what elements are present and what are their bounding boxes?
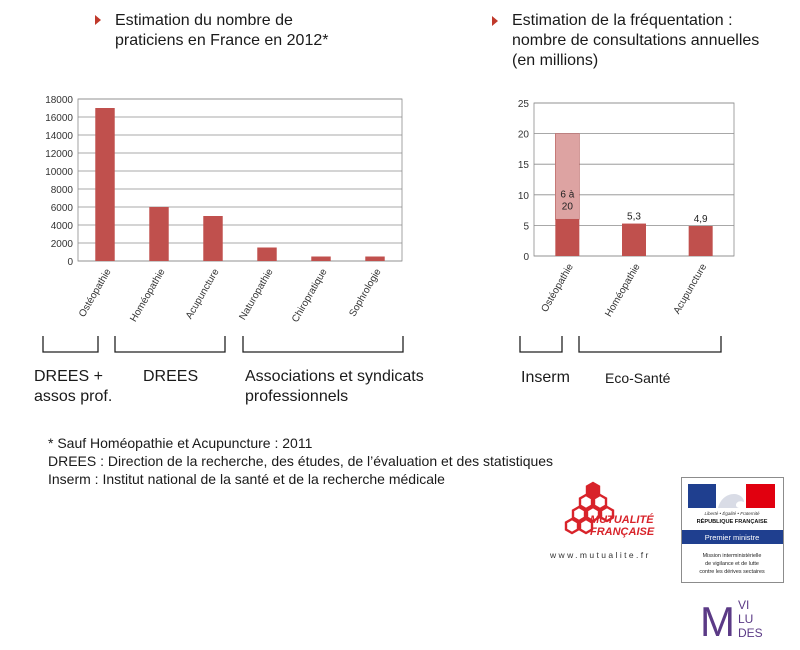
bar-acupuncture [688, 226, 713, 256]
footnote-line2: DREES : Direction de la recherche, des é… [48, 453, 554, 469]
hexagon-cluster-icon [564, 481, 615, 535]
mutualite-url: www.mutualite.fr [549, 550, 651, 560]
plot-frame [77, 98, 403, 262]
data-label: 6 à [560, 190, 574, 201]
pm-mission-line3: contre les dérives sectaires [699, 569, 765, 575]
bracket-ecosante [578, 336, 722, 353]
source-ecosante: Eco-Santé [605, 370, 671, 386]
y-tick-label: 20 [518, 130, 530, 141]
bracket-drees [114, 336, 226, 353]
practitioners-bar-chart: 0 2000 4000 6000 8000 10000 12000 14000 16000 180… [45, 95, 403, 325]
y-tick-label: 10 [518, 191, 530, 202]
y-tick-label: 8000 [51, 185, 74, 196]
bar-osteopathie [95, 108, 115, 261]
source-drees-asso-line2: assos prof. [34, 388, 113, 405]
flag-red [746, 484, 775, 508]
x-tick-label: Sophrologie [347, 267, 383, 319]
miviludes-lu: LU [738, 612, 753, 626]
bar-homeopathie [622, 223, 646, 256]
x-tick-label: Ostéopathie [77, 267, 114, 320]
miviludes-m: M [700, 598, 733, 642]
bar-chiropratique [311, 256, 331, 261]
mutualite-francaise-logo: MUTUALITÉ FRANÇAISE www.mutualite.fr [549, 481, 655, 560]
bracket-assoc [242, 336, 404, 353]
y-tick-label: 5 [523, 221, 529, 232]
pm-republique: RÉPUBLIQUE FRANÇAISE [697, 517, 768, 525]
bracket-inserm [519, 336, 563, 353]
y-tick-label: 6000 [51, 203, 74, 214]
right-title-line1: Estimation de la fréquentation : [512, 12, 733, 29]
footnote-line3: Inserm : Institut national de la santé e… [48, 471, 445, 487]
pm-mission-line2: de vigilance et de lutte [705, 561, 759, 567]
miviludes-des: DES [738, 626, 763, 640]
x-tick-label: Homéopathie [603, 262, 642, 319]
footnotes: * Sauf Homéopathie et Acupuncture : 2011… [48, 434, 553, 488]
y-tick-label: 0 [523, 252, 529, 263]
x-tick-label: Acupuncture [184, 267, 222, 322]
source-inserm: Inserm [521, 369, 570, 386]
x-tick-label: Acupuncture [672, 262, 710, 317]
data-label: 4,9 [694, 214, 708, 225]
y-tick-label: 0 [67, 257, 73, 268]
x-tick-label: Chiropratique [290, 267, 330, 325]
pm-mission-line1: Mission interministérielle [703, 553, 762, 559]
mutualite-line2: FRANÇAISE [590, 526, 655, 538]
right-title-line2: nombre de consultations annuelles [512, 32, 760, 49]
bar-sophrologie [365, 256, 385, 261]
source-drees: DREES [143, 368, 199, 385]
source-assoc-line2: professionnels [245, 388, 349, 405]
bar-naturopathie [257, 247, 277, 261]
bar-osteopathie [555, 219, 580, 256]
y-tick-label: 25 [518, 99, 530, 110]
source-brackets [42, 336, 722, 353]
left-title-line2: praticiens en France en 2012* [115, 32, 329, 49]
x-tick-label: Ostéopathie [539, 262, 576, 315]
pm-band [682, 530, 783, 544]
pm-motto: Liberté • Égalité • Fraternité [705, 510, 760, 516]
y-tick-label: 18000 [45, 95, 73, 106]
source-assoc-line1: Associations et syndicats [245, 368, 424, 385]
source-drees-asso: DREES + assos prof. [34, 367, 112, 407]
source-associations: Associations et syndicats professionnels [245, 367, 424, 407]
y-tick-label: 2000 [51, 239, 74, 250]
y-tick-label: 10000 [45, 167, 73, 178]
miviludes-vi: VI [738, 598, 749, 612]
marianne-icon [718, 494, 744, 508]
data-label: 5,3 [627, 212, 641, 223]
data-label: 20 [562, 202, 574, 213]
mutualite-line1: MUTUALITÉ [590, 513, 654, 526]
y-tick-label: 12000 [45, 149, 73, 160]
bracket-drees-asso [42, 336, 99, 353]
right-title-line3: (en millions) [512, 52, 599, 69]
bullet-icon [492, 16, 498, 26]
y-tick-label: 14000 [45, 131, 73, 142]
miviludes-logo: M VI LU DES [700, 598, 763, 642]
x-tick-label: Homéopathie [128, 267, 167, 324]
flag-blue [688, 484, 716, 508]
bullet-icon [95, 15, 101, 25]
left-title-line1: Estimation du nombre de [115, 12, 293, 29]
footnote-line1: * Sauf Homéopathie et Acupuncture : 2011 [48, 435, 313, 451]
y-tick-label: 15 [518, 160, 530, 171]
pm-title: Premier ministre [705, 533, 760, 542]
bar-homeopathie [149, 207, 169, 261]
x-tick-label: Naturopathie [237, 267, 275, 322]
bar-acupuncture [203, 216, 223, 261]
premier-ministre-logo: Liberté • Égalité • Fraternité RÉPUBLIQU… [681, 477, 784, 583]
y-tick-label: 16000 [45, 113, 73, 124]
source-drees-asso-line1: DREES + [34, 368, 103, 385]
y-tick-label: 4000 [51, 221, 74, 232]
